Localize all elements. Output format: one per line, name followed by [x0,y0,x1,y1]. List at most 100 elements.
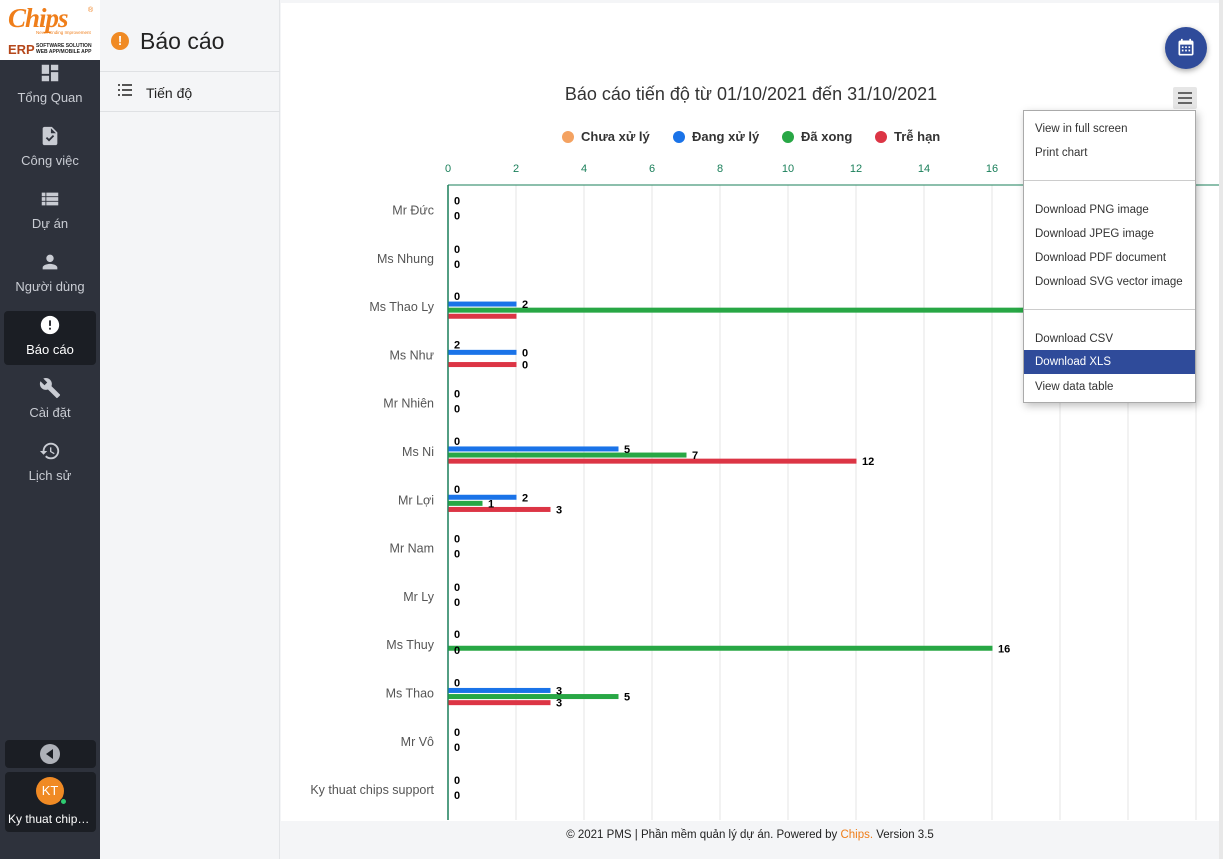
footer-version: Version 3.5 [873,829,934,841]
legend-label: Đang xử lý [692,129,760,144]
sidebar-item-tong-quan[interactable]: Tổng Quan [4,62,96,118]
sidebar-item-label: Cài đặt [29,405,71,420]
legend-dot [673,131,685,143]
bar-1 [448,687,551,693]
bar-3 [448,313,517,319]
data-label: 0 [454,582,460,594]
data-label: 3 [556,685,562,697]
chevron-left-icon [40,744,60,764]
calendar-button[interactable] [1165,27,1207,69]
data-label: 0 [454,389,460,401]
data-label: 0 [454,484,460,496]
bar-2 [448,645,993,651]
category-label: Ms Thao Ly [369,300,434,314]
sidebar-item-cong-viec[interactable]: Công việc [4,125,96,181]
submenu-item-tien-do[interactable]: Tiến độ [100,73,280,112]
menu-line [1178,102,1192,104]
data-label: 5 [624,692,630,704]
data-label: 0 [522,360,528,372]
legend-label: Đã xong [801,129,853,144]
menu-item-download-svg[interactable]: Download SVG vector image [1035,276,1183,288]
data-label: 0 [454,534,460,546]
menu-item-print-chart[interactable]: Print chart [1035,147,1088,159]
avatar: KT [36,777,64,805]
x-tick-label: 16 [986,163,998,175]
sidebar-item-lich-su[interactable]: Lịch sử [4,440,96,496]
legend-label: Chưa xử lý [581,129,650,144]
footer-brand-link[interactable]: Chips. [840,829,874,841]
data-label: 0 [454,727,460,739]
menu-item-download-xls[interactable]: Download XLS [1024,350,1195,374]
bar-1 [448,349,517,355]
logo-sub-line2: WEB APP/MOBILE APP [36,49,92,55]
footer-text: © 2021 PMS | Phần mềm quản lý dự án. Pow… [566,829,841,841]
data-label: 0 [454,775,460,787]
user-profile[interactable]: KT Ky thuat chips support [5,772,96,832]
data-label: 0 [454,597,460,609]
logo-subtitle: SOFTWARE SOLUTION WEB APP/MOBILE APP [36,43,92,55]
x-tick-label: 2 [513,163,519,175]
chart-export-menu: View in full screen Print chart Download… [1023,110,1196,403]
menu-item-download-csv[interactable]: Download CSV [1035,333,1113,345]
data-label: 5 [624,444,630,456]
menu-item-download-pdf[interactable]: Download PDF document [1035,252,1167,264]
bar-3 [448,700,551,706]
list-icon [4,188,96,210]
submenu-item-label: Tiến độ [146,85,193,101]
wrench-icon [4,377,96,399]
page-title: Báo cáo [140,28,225,54]
data-label: 12 [862,456,874,468]
category-label: Mr Lợi [398,493,434,507]
menu-line [1178,97,1192,99]
history-icon [4,440,96,462]
data-label: 3 [556,698,562,710]
bar-1 [448,301,517,307]
menu-item-view-data-table[interactable]: View data table [1035,381,1114,393]
data-label: 0 [454,291,460,303]
x-tick-label: 12 [850,163,862,175]
sidebar-item-nguoi-dung[interactable]: Người dùng [4,251,96,307]
sidebar-item-label: Công việc [21,153,79,168]
category-label: Mr Nam [390,542,434,556]
data-label: 2 [454,339,460,351]
vertical-scrollbar[interactable] [1219,0,1223,859]
sidebar-item-du-an[interactable]: Dự án [4,188,96,244]
company-logo[interactable]: Chips ® Never Ending Improvement ERP SOF… [0,0,100,60]
sidebar-item-cai-dat[interactable]: Cài đặt [4,377,96,433]
category-label: Ms Thuy [386,638,434,652]
menu-item-view-full-screen[interactable]: View in full screen [1035,123,1128,135]
data-label: 7 [692,450,698,462]
data-label: 0 [454,244,460,256]
category-label: Ms Như [390,348,434,362]
sidebar-item-label: Người dùng [15,279,85,294]
bar-1 [448,446,619,452]
bar-3 [448,362,517,368]
bar-2 [448,452,687,458]
data-label: 0 [454,211,460,223]
menu-item-download-jpeg[interactable]: Download JPEG image [1035,228,1154,240]
registered-mark: ® [88,7,94,14]
sidebar-item-bao-cao[interactable]: Báo cáo [4,311,96,365]
logo-erp: ERP [8,42,35,57]
legend-dot [562,131,574,143]
submenu-header: ! Báo cáo [100,0,280,72]
data-label: 2 [522,492,528,504]
logo-brand: Chips [8,3,69,33]
legend-dot [782,131,794,143]
footer: © 2021 PMS | Phần mềm quản lý dự án. Pow… [281,822,1219,850]
chart-menu-button[interactable] [1173,87,1197,109]
data-label: 16 [998,643,1010,655]
bar-3 [448,458,857,464]
sidebar-collapse-button[interactable] [5,740,96,768]
data-label: 0 [454,259,460,271]
dashboard-icon [4,62,96,84]
sidebar-item-label: Dự án [31,216,69,231]
chart-title: Báo cáo tiến độ từ 01/10/2021 đến 31/10/… [564,84,938,104]
data-label: 0 [454,436,460,448]
menu-item-download-png[interactable]: Download PNG image [1035,204,1149,216]
list-icon [118,83,132,102]
logo-tagline: Never Ending Improvement [36,30,91,35]
calendar-icon [1178,38,1194,56]
